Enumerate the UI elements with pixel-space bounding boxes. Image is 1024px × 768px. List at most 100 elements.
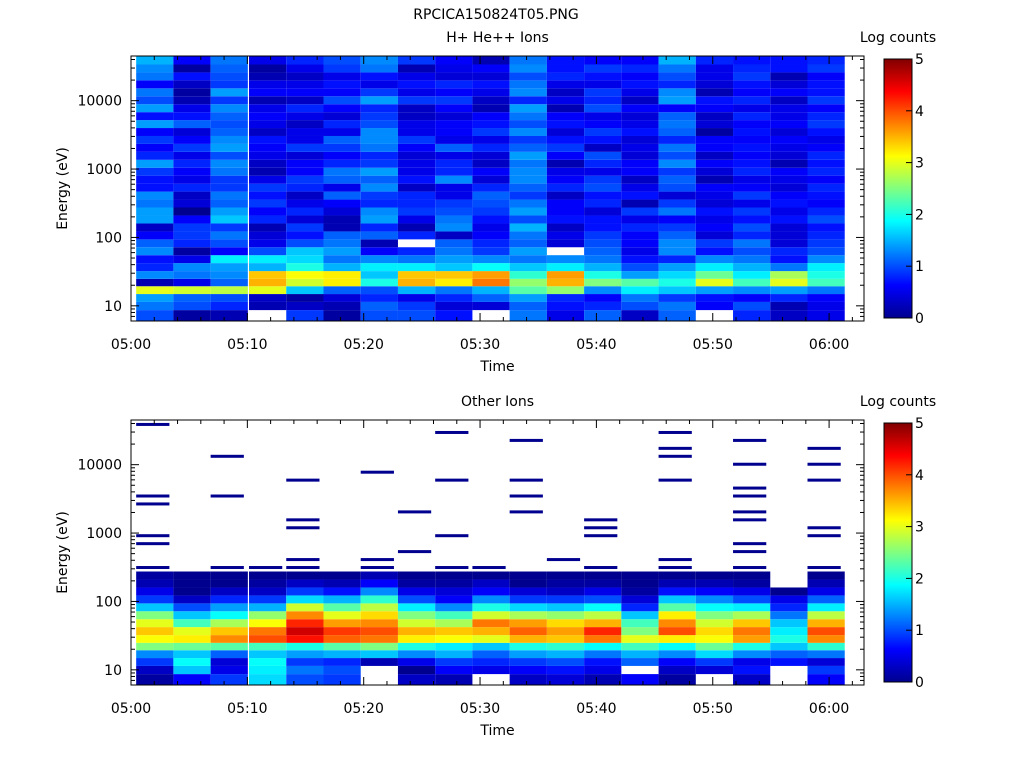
heatmap-cell: [435, 650, 473, 659]
x-tick-label: 05:10: [227, 701, 267, 717]
heatmap-cell: [210, 135, 248, 144]
heatmap-cell: [770, 587, 808, 596]
heatmap-cell: [658, 207, 696, 216]
heatmap-cell: [695, 56, 734, 65]
colorbar-tick-label: 3: [915, 156, 924, 172]
heatmap-cell: [509, 151, 547, 160]
heatmap-cell: [136, 112, 174, 121]
heatmap-cell: [695, 167, 734, 176]
heatmap-cell: [584, 611, 622, 620]
heatmap-cell: [249, 167, 287, 176]
heatmap-cell: [472, 627, 510, 636]
heatmap-cell: [360, 159, 398, 168]
heatmap-cell: [286, 619, 324, 628]
heatmap-cell: [173, 587, 211, 596]
heatmap-cell: [249, 278, 287, 287]
heatmap-cell: [770, 278, 808, 287]
heatmap-cell: [584, 255, 622, 264]
heatmap-cell: [807, 135, 845, 144]
heatmap-cell: [770, 627, 808, 636]
heatmap-cell: [695, 72, 734, 81]
heatmap-cell: [546, 104, 585, 113]
heatmap-cell: [733, 263, 771, 272]
heatmap-cell: [695, 159, 734, 168]
heatmap-cell: [173, 665, 211, 675]
heatmap-cell: [249, 294, 287, 302]
heatmap-cell: [584, 587, 622, 596]
y-tick-label: 100: [95, 594, 122, 610]
heatmap-cell: [435, 191, 473, 200]
heatmap-cell: [286, 526, 320, 530]
heatmap-cell: [584, 263, 622, 272]
heatmap-cell: [136, 56, 174, 65]
heatmap-cell: [733, 247, 771, 256]
heatmap-cell: [397, 207, 436, 216]
heatmap-cell: [509, 278, 547, 287]
heatmap-cell: [323, 207, 361, 216]
panel-title: H+ He++ Ions: [446, 30, 549, 46]
heatmap-cell: [546, 650, 585, 659]
heatmap-cell: [210, 56, 248, 65]
heatmap-cell: [173, 223, 211, 232]
heatmap-cell: [584, 56, 622, 65]
heatmap-cell: [435, 294, 473, 302]
heatmap-cell: [397, 231, 436, 240]
heatmap-cell: [435, 611, 473, 620]
heatmap-cell: [397, 56, 436, 65]
heatmap-cell: [584, 239, 622, 248]
heatmap-cell: [509, 167, 547, 176]
heatmap-cell: [397, 167, 436, 176]
heatmap-cell: [323, 650, 361, 659]
heatmap-cell: [435, 175, 473, 184]
heatmap-cell: [397, 112, 436, 121]
heatmap-cell: [695, 611, 734, 620]
heatmap-cell: [323, 674, 361, 685]
heatmap-cell: [733, 80, 771, 89]
heatmap-cell: [435, 635, 473, 643]
heatmap-cell: [733, 571, 771, 580]
heatmap-cell: [509, 223, 547, 232]
heatmap-cell: [435, 120, 473, 129]
heatmap-cell: [733, 518, 767, 522]
heatmap-cell: [249, 642, 287, 651]
heatmap-cell: [136, 571, 174, 580]
heatmap-cell: [546, 658, 585, 666]
heatmap-cell: [136, 96, 174, 105]
heatmap-cell: [360, 619, 398, 628]
heatmap-cell: [509, 215, 547, 224]
heatmap-cell: [210, 278, 248, 287]
heatmap-cell: [286, 80, 324, 89]
heatmap-cell: [807, 263, 845, 272]
heatmap-cell: [509, 635, 547, 643]
heatmap-cell: [621, 128, 659, 136]
heatmap-cell: [509, 674, 547, 685]
heatmap-cell: [435, 478, 469, 482]
heatmap-cell: [397, 619, 436, 628]
heatmap-cell: [807, 635, 845, 643]
y-tick-label: 100: [95, 230, 122, 246]
heatmap-cell: [733, 611, 771, 620]
heatmap-cell: [807, 595, 845, 604]
heatmap-cell: [658, 199, 696, 208]
heatmap-cell: [584, 88, 622, 97]
heatmap-cell: [360, 80, 398, 89]
heatmap-cell: [210, 454, 244, 458]
heatmap-cell: [249, 566, 283, 570]
heatmap-cell: [249, 80, 287, 89]
heatmap-cell: [136, 650, 174, 659]
heatmap-cell: [733, 143, 771, 152]
heatmap-cell: [472, 658, 510, 666]
heatmap-cell: [658, 231, 696, 240]
heatmap-cell: [286, 247, 324, 256]
heatmap-cell: [397, 80, 436, 89]
heatmap-cell: [249, 635, 287, 643]
heatmap-cell: [136, 207, 174, 216]
heatmap-cell: [546, 56, 585, 65]
heatmap-cell: [360, 603, 398, 612]
y-tick-label: 1000: [86, 526, 122, 542]
heatmap-cell: [621, 278, 659, 287]
heatmap-cell: [621, 611, 659, 620]
heatmap-cell: [770, 603, 808, 612]
heatmap-cell: [546, 286, 585, 295]
heatmap-cell: [397, 128, 436, 136]
